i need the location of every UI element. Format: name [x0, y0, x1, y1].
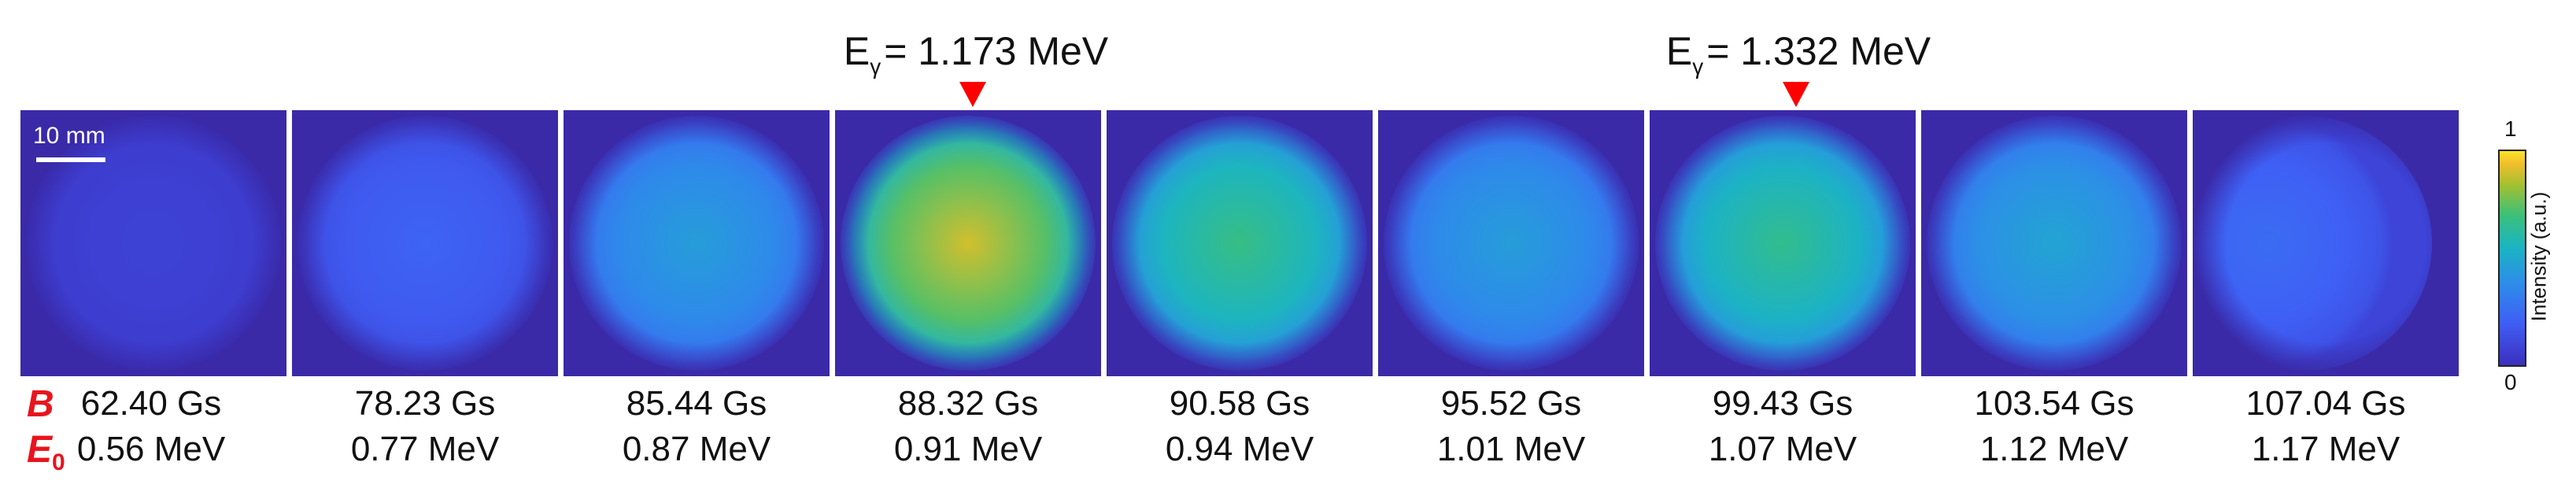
b-label-7: 99.43 Gs — [1712, 384, 1853, 423]
colorbar-min: 0 — [2504, 370, 2517, 394]
b-label-3: 85.44 Gs — [626, 384, 767, 423]
b-label-9: 107.04 Gs — [2245, 384, 2406, 423]
peak-1-value: = 1.173 MeV — [884, 29, 1109, 73]
e0-label-9: 1.17 MeV — [2251, 430, 2400, 468]
beam-spot-image — [2193, 110, 2459, 376]
row-label-b: B — [27, 383, 54, 425]
image-panel-2 — [292, 110, 558, 376]
beam-spot — [569, 116, 824, 371]
peak-label-2: Eγ= 1.332 MeV — [1633, 28, 1964, 79]
peak-marker-1 — [959, 82, 986, 107]
e0-label-3: 0.87 MeV — [622, 430, 771, 468]
row-label-e0: E0 — [27, 428, 65, 475]
image-panel-7 — [1650, 110, 1916, 376]
row-label-e: E — [27, 429, 53, 471]
beam-spot-image — [292, 110, 558, 376]
image-panel-1 — [20, 110, 286, 376]
image-panel-4 — [835, 110, 1101, 376]
beam-spot-image — [564, 110, 830, 376]
beam-spot-image — [1921, 110, 2187, 376]
colorbar — [2498, 150, 2526, 367]
image-panel-5 — [1107, 110, 1373, 376]
beam-spot — [1655, 116, 1910, 371]
beam-spot — [1112, 116, 1367, 371]
beam-spot-image — [1378, 110, 1644, 376]
image-panel-3 — [564, 110, 830, 376]
e0-label-8: 1.12 MeV — [1979, 430, 2129, 468]
e0-label-1: 0.56 MeV — [76, 430, 226, 468]
e0-label-5: 0.94 MeV — [1165, 430, 1314, 468]
beam-spot — [298, 116, 553, 371]
peak-1-e: E — [843, 29, 870, 73]
e0-label-4: 0.91 MeV — [893, 430, 1043, 468]
peak-label-1: Eγ= 1.173 MeV — [811, 28, 1141, 79]
peak-marker-2 — [1783, 82, 1809, 107]
beam-spot-image — [835, 110, 1101, 376]
peak-2-value: = 1.332 MeV — [1706, 29, 1931, 73]
image-panel-6 — [1378, 110, 1644, 376]
b-label-5: 90.58 Gs — [1169, 384, 1310, 423]
scale-bar-label: 10 mm — [33, 123, 105, 149]
b-label-2: 78.23 Gs — [354, 384, 496, 423]
b-label-4: 88.32 Gs — [897, 384, 1039, 423]
b-label-8: 103.54 Gs — [1974, 384, 2134, 423]
b-label-1: 62.40 Gs — [80, 384, 222, 423]
peak-2-sub: γ — [1692, 54, 1704, 79]
image-panel-9 — [2193, 110, 2459, 376]
peak-1-sub: γ — [870, 54, 881, 79]
beam-spot — [1384, 116, 1639, 371]
beam-spot — [1927, 116, 2182, 371]
e0-label-2: 0.77 MeV — [350, 430, 500, 468]
beam-spot — [841, 116, 1096, 371]
beam-spot-image — [1107, 110, 1373, 376]
e0-label-6: 1.01 MeV — [1436, 430, 1586, 468]
colorbar-title: Intensity (a.u.) — [2526, 191, 2551, 322]
image-panel-8 — [1921, 110, 2187, 376]
e0-label-7: 1.07 MeV — [1708, 430, 1857, 468]
row-label-e-sub: 0 — [52, 449, 65, 475]
beam-spot-image — [1650, 110, 1916, 376]
scale-bar — [36, 157, 105, 162]
colorbar-max: 1 — [2504, 116, 2517, 141]
beam-spot-image — [20, 110, 286, 376]
beam-spot — [2193, 116, 2432, 371]
beam-spot — [26, 116, 281, 371]
peak-2-e: E — [1665, 29, 1693, 73]
b-label-6: 95.52 Gs — [1440, 384, 1582, 423]
